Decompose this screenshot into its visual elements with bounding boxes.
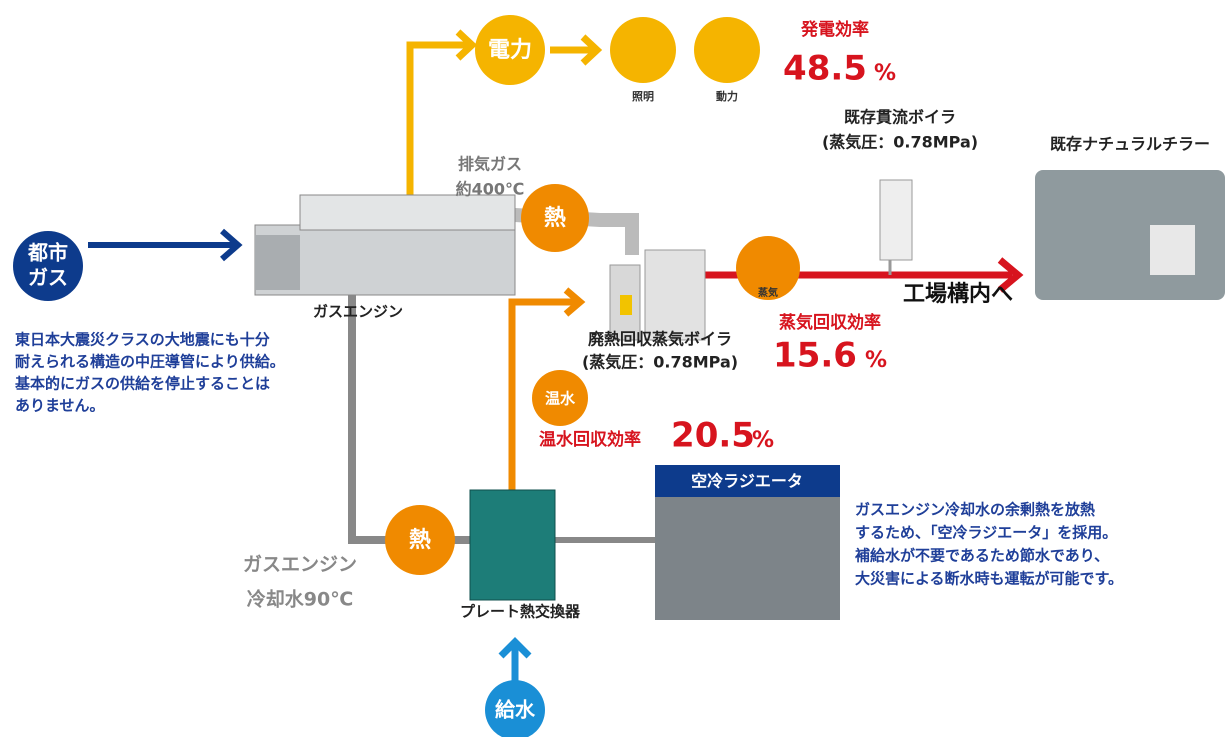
efficiency-label: 蒸気回収効率 <box>779 312 881 333</box>
efficiency-label: 発電効率 <box>800 19 869 40</box>
boiler-pressure: (蒸気圧：0.78MPa) <box>582 353 738 372</box>
notes: 東日本大震災クラスの大地震にも十分 耐えられる構造の中圧導管により供給。 基本的… <box>14 331 1123 588</box>
chiller-name: 既存ナチュラルチラー <box>1050 135 1210 154</box>
boiler-pressure: (蒸気圧：0.78MPa) <box>822 133 978 152</box>
gas-note: 基本的にガスの供給を停止することは <box>14 375 270 393</box>
radiator-note: 補給水が不要であるため節水であり、 <box>854 547 1109 565</box>
diagram: 電力 照明 動力 発電効率 48.5 % 既存貫流ボイラ (蒸気圧：0.78MP… <box>0 0 1227 737</box>
heat-label: 熱 <box>544 205 566 231</box>
efficiency-value: 48.5 <box>783 49 867 89</box>
water-supply: 給水 <box>495 698 536 722</box>
heat-label: 熱 <box>409 527 431 553</box>
coolant-label: ガスエンジン <box>243 554 357 576</box>
exchanger-label: プレート熱交換器 <box>460 603 581 621</box>
city-gas: 都市 <box>27 241 68 265</box>
coolant-temp: 冷却水90℃ <box>247 588 353 611</box>
power-label: 電力 <box>488 38 532 63</box>
steam-label: 蒸気 <box>758 286 778 299</box>
unit: % <box>752 428 774 453</box>
city-gas: ガス <box>28 266 68 290</box>
boiler-name: 廃熱回収蒸気ボイラ <box>588 330 732 349</box>
gas-note: ありません。 <box>15 397 105 415</box>
radiator-note: 大災害による断水時も運転が可能です。 <box>855 570 1123 588</box>
gas-note: 東日本大震災クラスの大地震にも十分 <box>15 331 270 349</box>
exhaust-label: 排気ガス <box>458 155 522 174</box>
exhaust-temp: 約400℃ <box>456 180 525 199</box>
radiator-note: ガスエンジン冷却水の余剰熱を放熱 <box>855 501 1095 519</box>
unit: % <box>874 61 896 86</box>
radiator-title: 空冷ラジエータ <box>691 472 803 491</box>
engine-label: ガスエンジン <box>313 303 403 321</box>
lighting-label: 照明 <box>632 90 654 103</box>
hot-water-label: 温水 <box>545 390 576 408</box>
motive-label: 動力 <box>716 89 738 103</box>
radiator-note: するため、「空冷ラジエータ」を採用。 <box>855 524 1117 542</box>
boiler-name: 既存貫流ボイラ <box>844 108 956 127</box>
gas-note: 耐えられる構造の中圧導管により供給。 <box>15 353 285 371</box>
efficiency-value: 20.5 <box>671 416 755 456</box>
efficiency-label: 温水回収効率 <box>539 429 641 450</box>
destination: 工場構内へ <box>903 281 1013 307</box>
unit: % <box>865 348 887 373</box>
efficiency-value: 15.6 <box>773 336 857 376</box>
